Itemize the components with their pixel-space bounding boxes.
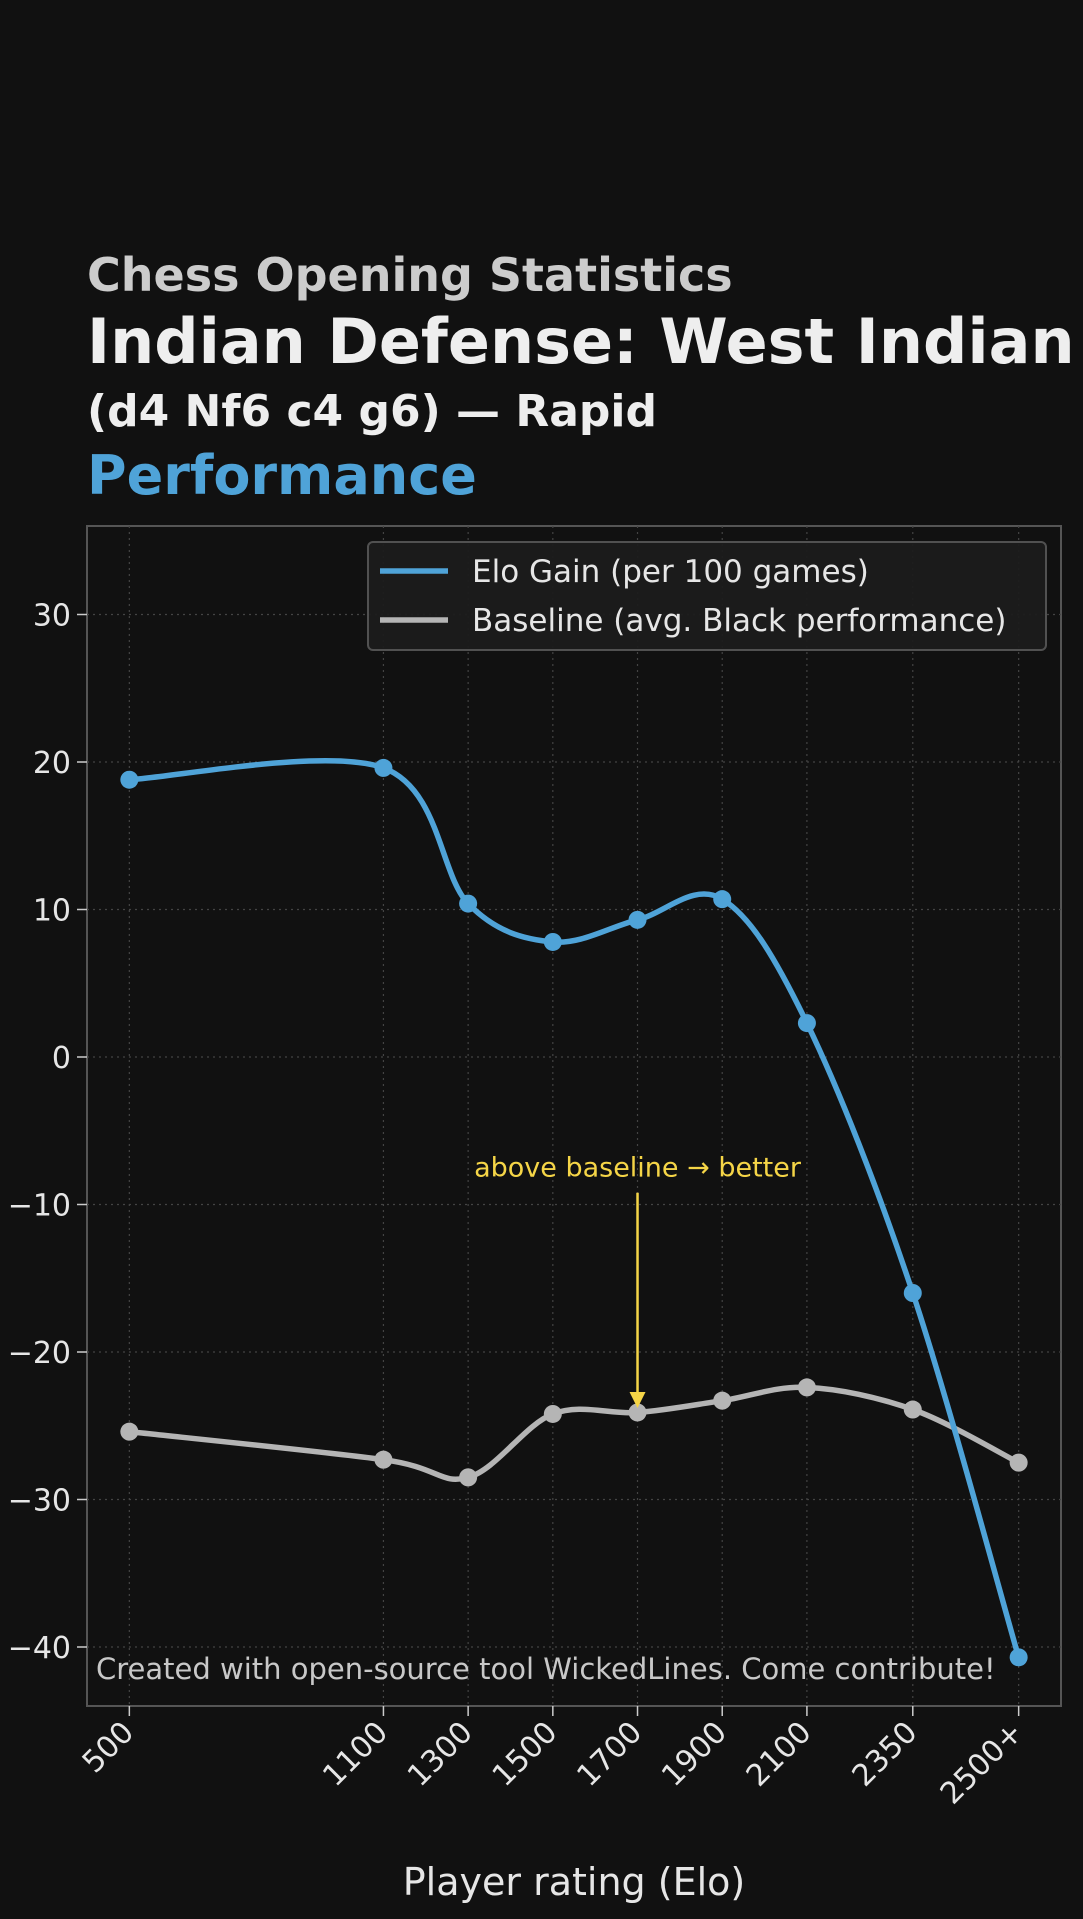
y-tick-label: 30 [33,599,71,634]
y-tick-label: −30 [8,1484,71,1519]
chart-kicker: Chess Opening Statistics [87,248,733,302]
baseline-data-point [713,1391,732,1410]
x-tick-label: 1700 [570,1715,649,1794]
y-tick-label: −10 [8,1189,71,1224]
baseline-data-point [903,1400,922,1419]
x-tick-label: 1100 [316,1715,395,1794]
x-tick-label: 2350 [846,1715,925,1794]
x-tick-label: 2500+ [934,1715,1031,1812]
plot-area [86,525,1062,1707]
chart-title: Indian Defense: West Indian [87,305,1075,378]
elo-gain-data-point [903,1284,922,1302]
baseline-data-point [628,1403,647,1422]
baseline-data-point [797,1378,816,1397]
chart-subtitle: (d4 Nf6 c4 g6) — Rapid [87,386,657,437]
y-tick-label: 20 [33,746,71,781]
elo-gain-data-point [120,770,139,789]
x-tick-label: 1300 [401,1715,480,1794]
legend-box [367,541,1047,651]
y-tick-label: 0 [52,1041,71,1076]
x-tick-label: 500 [76,1715,141,1780]
x-tick-label: 1500 [486,1715,565,1794]
elo-gain-data-point [628,910,647,929]
elo-gain-data-point [543,932,562,951]
y-tick-label: −40 [8,1631,71,1666]
elo-gain-data-point [459,894,478,913]
elo-gain-data-point [1009,1648,1028,1667]
legend-label: Baseline (avg. Black performance) [472,603,1006,639]
x-tick-label: 1900 [655,1715,734,1794]
y-tick-label: 10 [33,894,71,929]
baseline-data-point [459,1468,478,1487]
baseline-data-point [1009,1453,1028,1472]
watermark-text: Created with open-source tool WickedLine… [96,1652,996,1686]
y-tick-label: −20 [8,1336,71,1371]
elo-gain-data-point [374,758,393,777]
elo-gain-data-point [713,890,732,909]
annotation-text: above baseline → better [474,1153,802,1184]
baseline-data-point [543,1404,562,1423]
elo-gain-data-point [797,1014,816,1033]
x-tick-label: 2100 [740,1715,819,1794]
baseline-data-point [374,1450,393,1469]
x-axis-label: Player rating (Elo) [403,1860,745,1904]
annotation-arrow-head [629,1392,646,1409]
legend-label: Elo Gain (per 100 games) [472,554,869,590]
chart-accent-title: Performance [87,444,477,507]
baseline-data-point [120,1422,139,1441]
